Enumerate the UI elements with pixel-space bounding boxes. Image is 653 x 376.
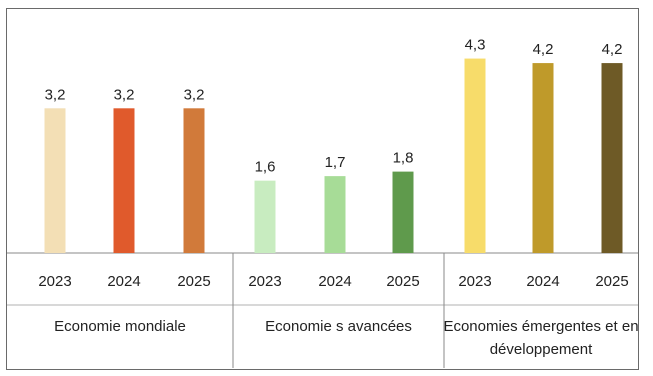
year-tick-label: 2025 xyxy=(177,273,210,290)
group-label: Economie mondiale xyxy=(54,318,186,335)
group-label: développement xyxy=(490,341,593,358)
bar xyxy=(532,63,554,253)
bar xyxy=(254,180,276,253)
bar-value-label: 1,7 xyxy=(325,154,346,171)
bar xyxy=(113,108,135,253)
year-tick-label: 2023 xyxy=(458,273,491,290)
bar xyxy=(324,176,346,253)
bar-value-label: 3,2 xyxy=(114,86,135,103)
year-tick-label: 2023 xyxy=(248,273,281,290)
bar xyxy=(183,108,205,253)
year-tick-label: 2023 xyxy=(38,273,71,290)
year-tick-label: 2024 xyxy=(526,273,559,290)
bar-value-label: 1,6 xyxy=(255,159,276,176)
bar-value-label: 3,2 xyxy=(184,86,205,103)
group-label: Economie s avancées xyxy=(265,318,412,335)
year-tick-label: 2024 xyxy=(318,273,351,290)
group-label: Economies émergentes et en xyxy=(443,318,638,335)
bar-value-label: 4,2 xyxy=(602,41,623,58)
year-tick-label: 2025 xyxy=(386,273,419,290)
bar-value-label: 3,2 xyxy=(45,86,66,103)
year-tick-label: 2024 xyxy=(107,273,140,290)
bar xyxy=(44,108,66,253)
bar-value-label: 4,2 xyxy=(533,41,554,58)
bar xyxy=(601,63,623,253)
bar-value-label: 1,8 xyxy=(393,150,414,167)
bar xyxy=(392,171,414,253)
bar-value-label: 4,3 xyxy=(465,37,486,54)
year-tick-label: 2025 xyxy=(595,273,628,290)
bar xyxy=(464,58,486,253)
